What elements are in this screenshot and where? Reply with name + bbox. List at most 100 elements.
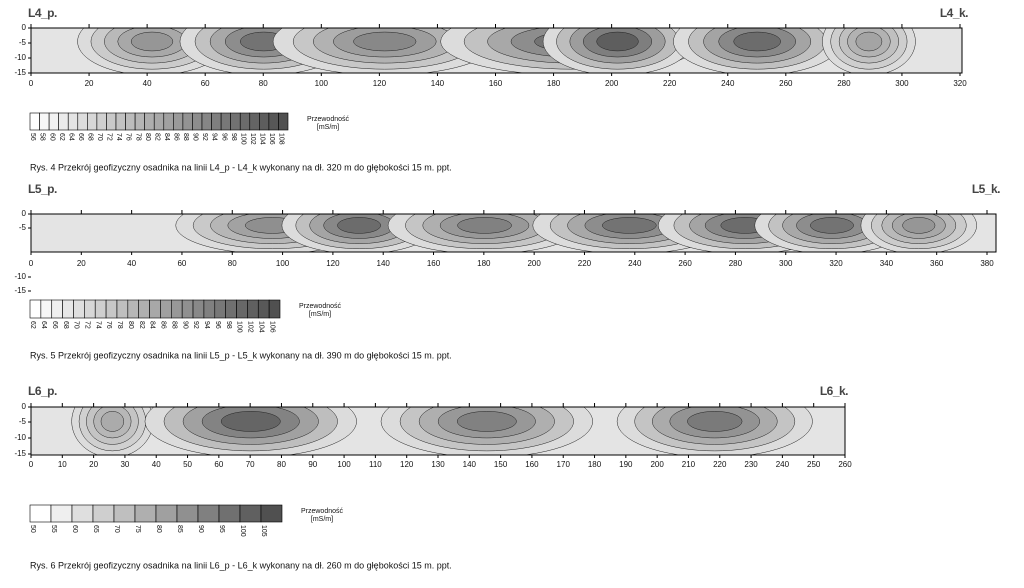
scale-box (50, 504, 73, 523)
scale-box (239, 504, 262, 523)
x-tick-label: 120 (373, 79, 387, 88)
scale-label: 98 (225, 321, 232, 329)
x-tick-label: 320 (829, 259, 843, 268)
x-tick-label: 100 (337, 460, 351, 469)
y-tick-label: 0 (22, 402, 27, 411)
scale-label: 92 (192, 321, 199, 329)
scale-label: 50 (29, 525, 36, 533)
scale-label: 56 (29, 133, 36, 141)
x-tick-label: 340 (880, 259, 894, 268)
scale-label: 66 (77, 133, 84, 141)
scale-label: 102 (249, 133, 256, 145)
scale-box (58, 112, 69, 131)
scale-label: 85 (176, 525, 183, 533)
scale-label: 82 (138, 321, 145, 329)
scale-label: 84 (149, 321, 156, 329)
scale-label: 100 (236, 321, 243, 333)
scale-box (155, 504, 178, 523)
scale-box (268, 299, 281, 319)
scale-box (181, 299, 194, 319)
y-tick-label: -5 (19, 223, 27, 232)
scale-label: 86 (172, 133, 179, 141)
scale-label: 102 (247, 321, 254, 333)
scale-box (163, 112, 174, 131)
contour (855, 31, 883, 52)
x-tick-label: 0 (29, 460, 34, 469)
scale-box (176, 504, 199, 523)
scale-label: 68 (62, 321, 69, 329)
scale-box (247, 299, 259, 319)
x-tick-label: 380 (980, 259, 994, 268)
x-tick-label: 60 (214, 460, 223, 469)
x-tick-label: 40 (143, 79, 152, 88)
scale-label: 80 (127, 321, 134, 329)
x-tick-label: 160 (427, 259, 441, 268)
x-tick-label: 250 (807, 460, 821, 469)
contour (457, 217, 512, 234)
scale-box (134, 504, 157, 523)
end-label: L5_k. (972, 182, 1000, 196)
scale-label: 80 (144, 133, 151, 141)
x-tick-label: 280 (837, 79, 851, 88)
caption: Rys. 4 Przekrój geofizyczny osadnika na … (30, 162, 452, 172)
scale-box (278, 112, 289, 131)
scale-label: 74 (94, 321, 101, 329)
scale-label: 100 (239, 525, 246, 537)
contour (733, 31, 781, 52)
x-tick-label: 200 (605, 79, 619, 88)
x-tick-label: 300 (895, 79, 909, 88)
scale-box (225, 299, 237, 319)
scale-box (171, 299, 183, 319)
scale-label: 64 (67, 133, 74, 141)
x-tick-label: 0 (29, 79, 34, 88)
scale-box (138, 299, 150, 319)
scale-box (77, 112, 88, 131)
scale-box (182, 112, 193, 131)
x-tick-label: 150 (494, 460, 508, 469)
x-tick-label: 40 (152, 460, 161, 469)
y-tick-label: -10 (14, 272, 26, 281)
scale-box (127, 299, 139, 319)
section-frame (30, 213, 997, 253)
x-tick-label: 220 (578, 259, 592, 268)
scale-label: 94 (211, 133, 218, 141)
scale-box (192, 112, 203, 131)
section-frame (30, 27, 963, 74)
x-tick-label: 40 (127, 259, 136, 268)
scale-box (260, 504, 283, 523)
scale-box (29, 112, 40, 131)
y-tick-label: 0 (22, 209, 27, 218)
scale-label: 78 (116, 321, 123, 329)
y-tick-label: 0 (22, 23, 27, 32)
scale-label: 78 (134, 133, 141, 141)
scale-label: 88 (170, 321, 177, 329)
scale-box (87, 112, 98, 131)
start-label: L4_p. (28, 6, 57, 20)
x-tick-label: 100 (315, 79, 329, 88)
y-tick-label: -10 (14, 53, 26, 62)
x-tick-label: 60 (177, 259, 186, 268)
scale-label: 62 (29, 321, 36, 329)
scale-box (29, 504, 52, 523)
scale-box (71, 504, 94, 523)
scale-box (259, 112, 270, 131)
scale-label: 95 (218, 525, 225, 533)
end-label: L6_k. (820, 384, 848, 398)
scale-box (51, 299, 63, 319)
end-label: L4_k. (940, 6, 968, 20)
x-tick-label: 120 (326, 259, 340, 268)
x-tick-label: 50 (183, 460, 192, 469)
scale-box (84, 299, 96, 319)
y-tick-label: -15 (14, 68, 26, 77)
y-tick-label: -5 (19, 38, 27, 47)
scale-box (96, 112, 107, 131)
x-tick-label: 160 (525, 460, 539, 469)
scale-label: 100 (239, 133, 246, 145)
scale-label: 90 (181, 321, 188, 329)
scale-label: 72 (84, 321, 91, 329)
scale-label: 106 (268, 321, 275, 333)
scale-box (249, 112, 260, 131)
scale-box (257, 299, 270, 319)
scale-label: 70 (73, 321, 80, 329)
contour (220, 411, 281, 432)
